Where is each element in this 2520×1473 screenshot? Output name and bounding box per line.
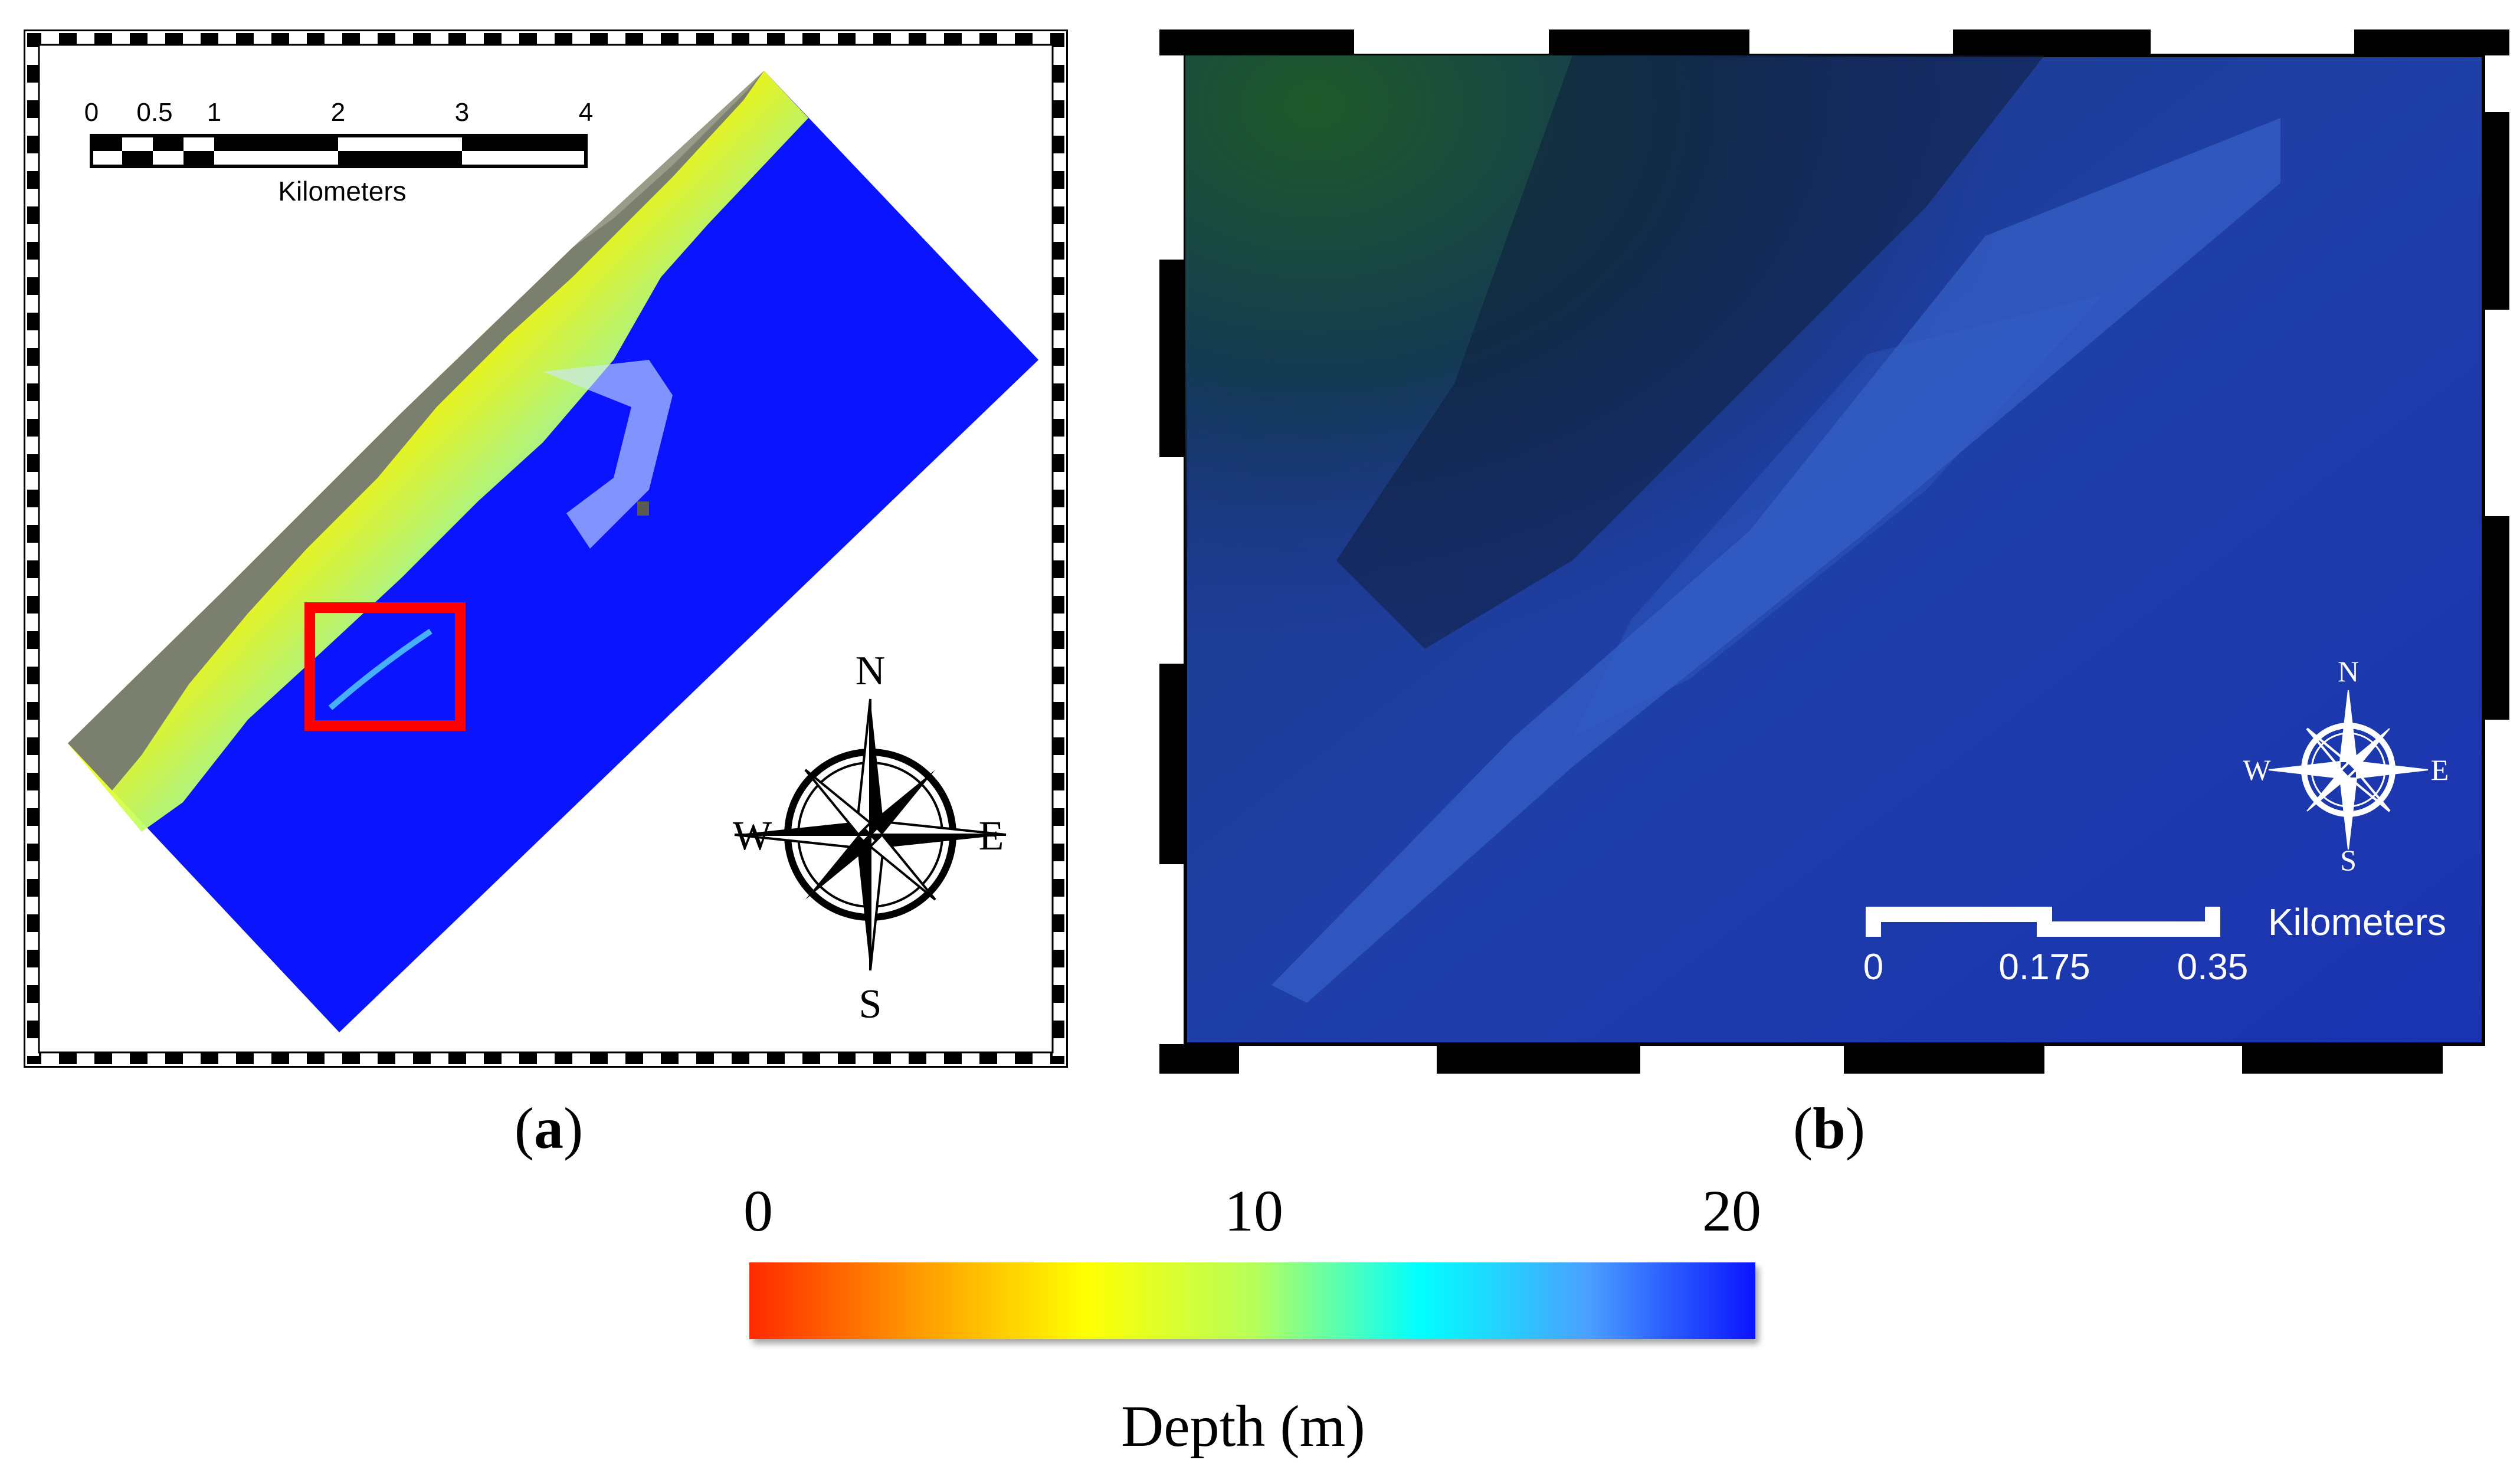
frame-border-right [1053, 33, 1064, 1064]
compass-a-n: N [856, 648, 886, 694]
compass-b-e: E [2431, 753, 2449, 786]
scale-a-tick-4: 3 [455, 98, 469, 127]
panel-a-scale-bar [90, 134, 588, 168]
scale-a-tick-3: 2 [331, 98, 345, 127]
caption-b: (b) [1776, 1094, 1882, 1162]
depth-colorbar [749, 1262, 1755, 1339]
scale-b-unit: Kilometers [2268, 901, 2446, 943]
compass-a-s: S [859, 982, 882, 1027]
colorbar-tick-10: 10 [1224, 1178, 1283, 1244]
scale-a-unit: Kilometers [278, 176, 406, 206]
caption-b-letter: b [1813, 1095, 1846, 1161]
caption-b-close: ) [1845, 1095, 1866, 1161]
panel-b-image: 0 0.175 0.35 Kilometers N S W E [1159, 29, 2509, 1074]
scale-b-tick-0: 0 [1863, 947, 1883, 988]
panel-a-compass-icon [734, 698, 1007, 971]
caption-a-close: ) [563, 1095, 584, 1161]
caption-b-open: ( [1792, 1095, 1813, 1161]
frame-border-left [27, 33, 39, 1064]
colorbar-label: Depth (m) [1121, 1393, 1365, 1459]
shallow-water-band [68, 71, 808, 832]
scale-a-tick-5: 4 [579, 98, 593, 127]
compass-a-w: W [733, 813, 772, 859]
panel-a-svg: 0 0.5 1 2 3 4 Kilometers N S W E [22, 28, 1070, 1070]
scale-a-tick-2: 1 [207, 98, 221, 127]
scale-a-tick-0: 0 [84, 98, 99, 127]
compass-b-n: N [2338, 655, 2359, 688]
panel-b-scale-bar [1866, 907, 2220, 937]
scale-b-tick-2: 0.35 [2177, 947, 2249, 988]
seagrass-patch [1336, 55, 2044, 649]
compass-b-s: S [2340, 844, 2357, 877]
compass-a-e: E [979, 813, 1004, 859]
highlight-box [304, 602, 466, 731]
panel-b-compass-icon [2268, 690, 2429, 850]
frame-border-bottom [27, 1052, 1064, 1064]
land-area [68, 71, 764, 790]
panel-a-map: 0 0.5 1 2 3 4 Kilometers N S W E [22, 28, 1070, 1070]
deep-water-area [68, 71, 1038, 1032]
sand-ridge [1272, 118, 2280, 1003]
scale-b-tick-1: 0.175 [1998, 947, 2090, 988]
scale-a-tick-1: 0.5 [136, 98, 172, 127]
caption-a: (a) [496, 1094, 602, 1162]
caption-a-letter: a [534, 1095, 563, 1161]
panel-b-svg: 0 0.175 0.35 Kilometers N S W E [1159, 29, 2509, 1074]
harbor [543, 360, 673, 549]
colorbar-tick-0: 0 [743, 1178, 773, 1244]
caption-a-open: ( [514, 1095, 534, 1161]
frame-border-top [27, 33, 1064, 45]
colorbar-tick-20: 20 [1702, 1178, 1761, 1244]
compass-b-w: W [2243, 753, 2271, 786]
